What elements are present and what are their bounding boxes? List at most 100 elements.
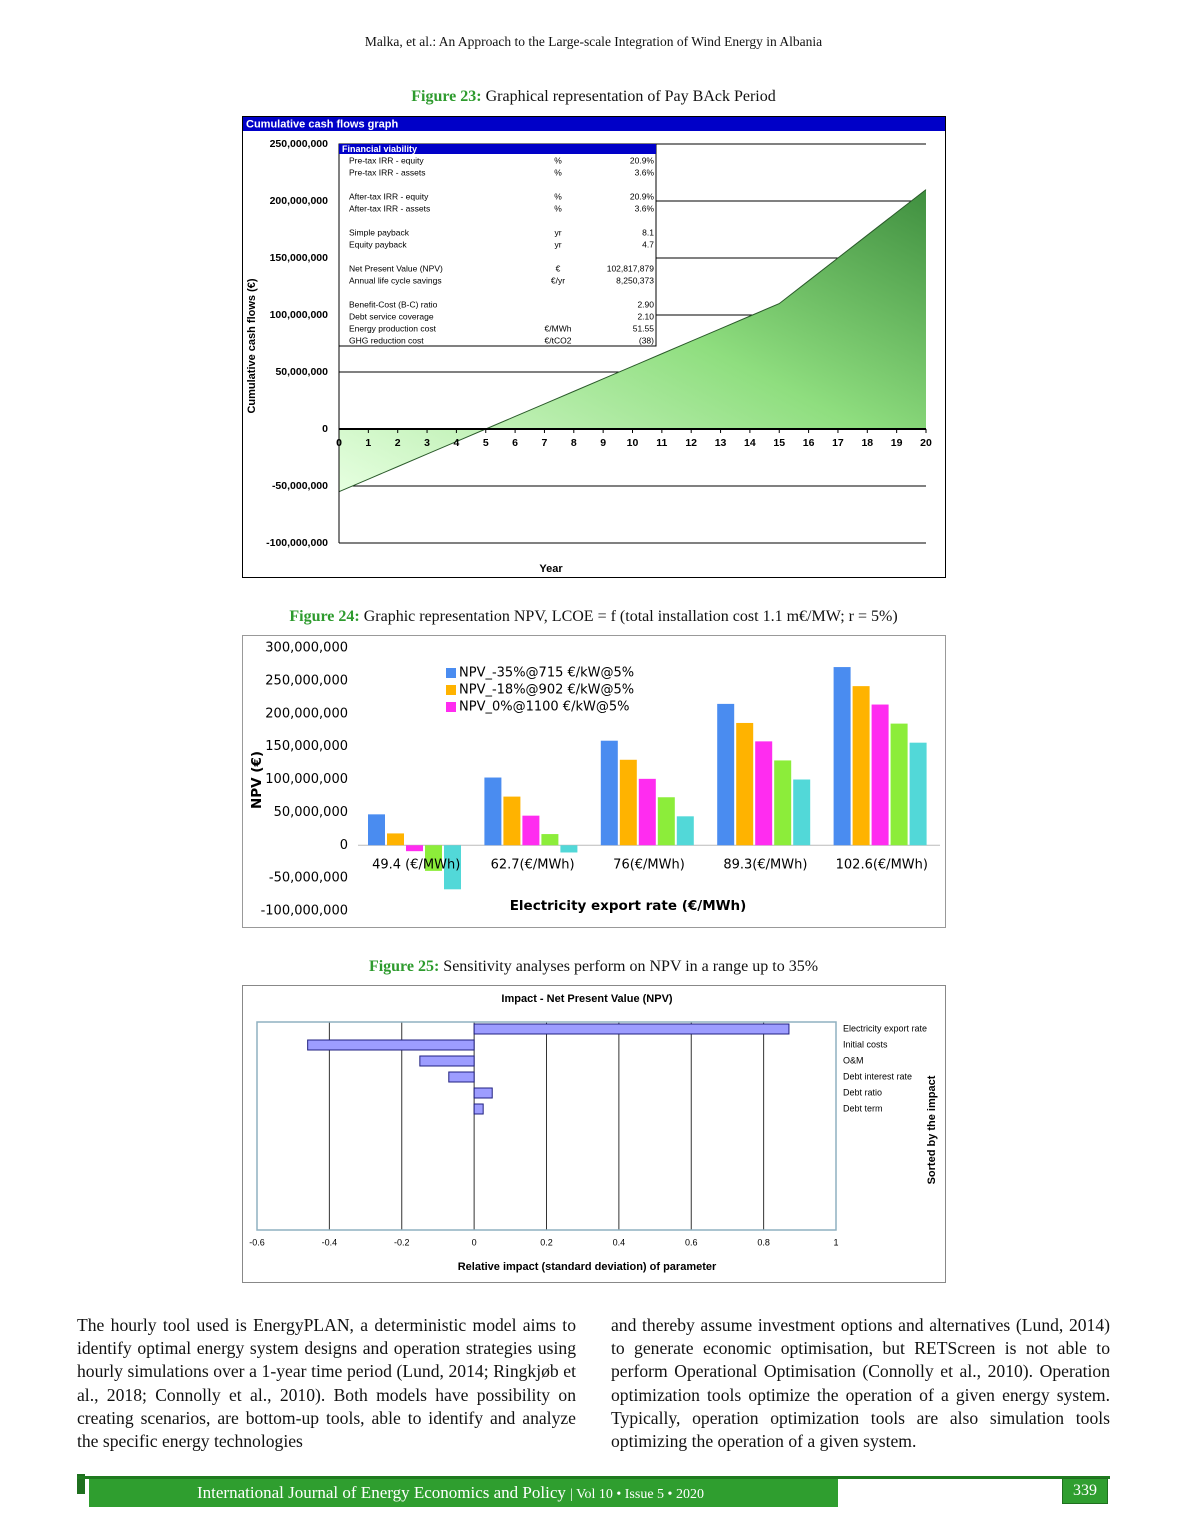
table-unit: % [554,203,562,213]
x-tick-label: 1 [365,437,371,449]
chart-frame [242,985,946,1283]
x-tick-label: 7 [542,437,548,449]
table-unit: €/yr [551,275,565,285]
title-bar [243,117,945,131]
y-axis-label: NPV (€) [249,751,265,809]
x-tick-label: 0.8 [757,1237,770,1247]
y-tick-label: 50,000,000 [274,805,348,820]
bar [736,722,754,846]
footer-mark [77,1474,85,1494]
bar [833,667,851,846]
chart: Cumulative cash flows graph -100,000,000 -… [242,116,946,578]
chart-frame [242,635,946,928]
bar [638,778,656,846]
bar [890,723,908,846]
category-label: Debt interest rate [843,1071,912,1081]
x-tick-label: 16 [803,437,815,449]
x-tick-label: 2 [395,437,401,449]
x-tick-label: 18 [861,437,873,449]
table-value: 20.9% [630,155,655,165]
y-tick-label: 100,000,000 [265,772,348,787]
chart: -100,000,000 -50,000,000 0 50,000,000 100,00… [242,635,946,928]
x-tick-label: 102.6(€/MWh) [836,858,928,873]
figure-label: Figure 25: [368,958,440,975]
y-tick-label: 50,000,000 [275,366,328,378]
x-tick-label: 17 [832,437,844,449]
journal-name: International Journal of Energy Economic… [197,1483,566,1502]
y-tick-label: 100,000,000 [270,309,329,321]
x-tick-label: 9 [600,437,606,449]
x-tick-label: 0.6 [685,1237,698,1247]
x-tick-label: 5 [483,437,489,449]
table-label: Debt service coverage [349,311,434,321]
chart-title: Impact - Net Present Value (NPV) [501,993,672,1005]
x-tick-label: -0.2 [394,1237,410,1247]
bar [909,742,927,846]
table-unit: yr [554,239,561,249]
x-tick-label: 76(€/MWh) [613,858,685,873]
bar [676,816,694,846]
chart-title: Cumulative cash flows graph [246,118,398,130]
journal-issue: | Vol 10 • Issue 5 • 2020 [570,1487,704,1502]
category-label: O&M [843,1055,864,1065]
table-label: Pre-tax IRR - assets [349,167,426,177]
x-tick-label: 0 [472,1237,477,1247]
bar [448,1071,475,1083]
footer-journal: International Journal of Energy Economic… [89,1479,838,1507]
bar [774,760,792,846]
x-tick-label: 20 [920,437,932,449]
y-tick-label: 300,000,000 [265,641,348,656]
x-tick-label: 49.4 (€/MWh) [372,858,460,873]
table-value: 4.7 [642,239,654,249]
category-label: Electricity export rate [843,1023,927,1033]
y-tick-label: 150,000,000 [270,252,329,264]
body-column: and thereby assume investment options an… [611,1315,1110,1452]
table-label: Simple payback [349,227,410,237]
table-value: 51.55 [633,323,655,333]
area-fill [339,189,926,492]
bar [368,814,385,846]
legend-swatch [446,668,456,678]
bar [473,1103,484,1115]
y-tick-label: -100,000,000 [261,904,348,919]
table-unit: yr [554,227,561,237]
bar [503,796,521,846]
bar [406,845,423,852]
x-tick-label: 62.7(€/MWh) [491,858,575,873]
x-tick-label: 19 [891,437,903,449]
bar [473,1023,790,1035]
table-label: After-tax IRR - equity [349,191,429,201]
x-axis-label: Relative impact (standard deviation) of … [458,1261,717,1273]
table-label: GHG reduction cost [349,335,424,345]
table-value: 8.1 [642,227,654,237]
bar [657,797,675,846]
legend-label: NPV_-18%@902 €/kW@5% [459,683,634,698]
area-line [338,189,927,493]
x-tick-label: -0.4 [322,1237,338,1247]
bar [717,703,735,846]
table-label: Equity payback [349,239,407,249]
bar [522,815,540,846]
x-tick-label: 4 [453,437,459,449]
table-unit: % [554,191,562,201]
y-tick-label: 200,000,000 [265,706,348,721]
table-value: 3.6% [635,167,655,177]
table-unit: €/MWh [545,323,572,333]
footer-rule [77,1476,1110,1479]
table-label: Net Present Value (NPV) [349,263,443,273]
table-value: 3.6% [635,203,655,213]
table-title: Financial viability [342,144,417,154]
y-tick-label: 150,000,000 [265,739,348,754]
bar [425,845,442,871]
category-label: Debt term [843,1103,883,1113]
legend-swatch [446,685,456,695]
x-tick-label: 0.2 [540,1237,553,1247]
table-label: Benefit-Cost (B-C) ratio [349,299,438,309]
running-title: Malka, et al.: An Approach to the Large-… [364,34,823,49]
x-tick-label: 0.4 [613,1237,626,1247]
legend-swatch [446,702,456,712]
table-box [338,143,657,347]
figure-text: Sensitivity analyses perform on NPV in a… [443,958,819,975]
x-tick-label: 1 [833,1237,838,1247]
y-tick-label: 0 [340,838,348,853]
